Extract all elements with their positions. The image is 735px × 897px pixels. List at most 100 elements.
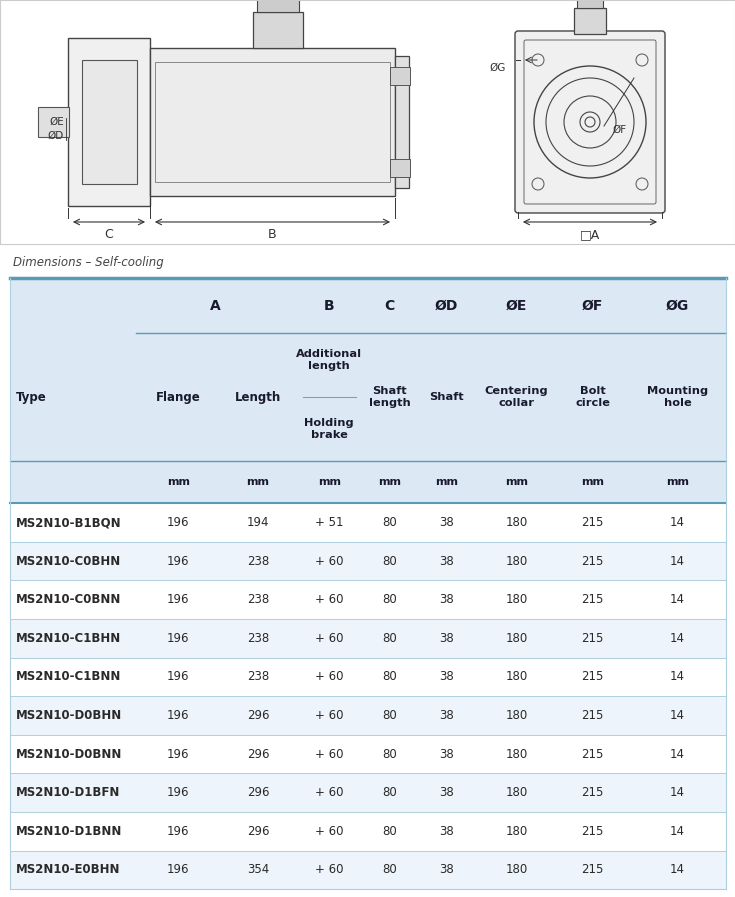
Bar bbox=[68, 38, 150, 206]
Text: 180: 180 bbox=[505, 631, 528, 645]
Bar bbox=[10, 850, 726, 889]
Circle shape bbox=[636, 54, 648, 66]
Text: ØG: ØG bbox=[490, 63, 506, 73]
Text: 196: 196 bbox=[167, 747, 190, 761]
Text: 80: 80 bbox=[382, 824, 397, 838]
Text: B: B bbox=[324, 299, 334, 313]
Bar bbox=[395, 56, 409, 188]
Text: 38: 38 bbox=[439, 747, 453, 761]
Text: B: B bbox=[268, 229, 277, 241]
Text: 38: 38 bbox=[439, 786, 453, 799]
Text: + 60: + 60 bbox=[315, 593, 343, 606]
Text: + 60: + 60 bbox=[315, 554, 343, 568]
Text: Holding
brake: Holding brake bbox=[304, 418, 354, 440]
Circle shape bbox=[532, 178, 544, 190]
Text: 80: 80 bbox=[382, 747, 397, 761]
Text: 80: 80 bbox=[382, 709, 397, 722]
Text: MS2N10-D0BHN: MS2N10-D0BHN bbox=[16, 709, 123, 722]
Text: ØD: ØD bbox=[48, 131, 64, 141]
Bar bbox=[253, 12, 303, 48]
Text: + 60: + 60 bbox=[315, 786, 343, 799]
Text: 80: 80 bbox=[382, 631, 397, 645]
Text: 38: 38 bbox=[439, 631, 453, 645]
Bar bbox=[10, 658, 726, 696]
Text: 296: 296 bbox=[247, 747, 269, 761]
Text: + 60: + 60 bbox=[315, 670, 343, 684]
Text: 215: 215 bbox=[581, 786, 604, 799]
Text: 215: 215 bbox=[581, 554, 604, 568]
Text: 238: 238 bbox=[247, 670, 269, 684]
Text: + 60: + 60 bbox=[315, 747, 343, 761]
Text: 14: 14 bbox=[670, 824, 685, 838]
Text: 296: 296 bbox=[247, 824, 269, 838]
Text: 14: 14 bbox=[670, 864, 685, 876]
Text: mm: mm bbox=[666, 477, 689, 487]
Text: MS2N10-D1BFN: MS2N10-D1BFN bbox=[16, 786, 121, 799]
Text: MS2N10-D0BNN: MS2N10-D0BNN bbox=[16, 747, 123, 761]
Text: Length: Length bbox=[235, 390, 281, 404]
Text: 196: 196 bbox=[167, 593, 190, 606]
Text: mm: mm bbox=[246, 477, 270, 487]
Bar bbox=[10, 735, 726, 773]
Text: mm: mm bbox=[581, 477, 604, 487]
Text: + 60: + 60 bbox=[315, 864, 343, 876]
Text: + 60: + 60 bbox=[315, 631, 343, 645]
Text: 215: 215 bbox=[581, 631, 604, 645]
Bar bbox=[10, 278, 726, 503]
Text: 238: 238 bbox=[247, 554, 269, 568]
Text: 238: 238 bbox=[247, 593, 269, 606]
Text: ØE: ØE bbox=[506, 299, 527, 313]
Text: 38: 38 bbox=[439, 824, 453, 838]
Text: 238: 238 bbox=[247, 631, 269, 645]
Text: 80: 80 bbox=[382, 593, 397, 606]
Bar bbox=[82, 60, 137, 184]
Text: Shaft: Shaft bbox=[429, 392, 464, 402]
Text: 215: 215 bbox=[581, 864, 604, 876]
Text: 14: 14 bbox=[670, 786, 685, 799]
Text: + 60: + 60 bbox=[315, 709, 343, 722]
Text: 180: 180 bbox=[505, 747, 528, 761]
Text: Shaft
length: Shaft length bbox=[369, 386, 410, 408]
Text: 354: 354 bbox=[247, 864, 269, 876]
Text: 80: 80 bbox=[382, 516, 397, 529]
Text: ØD: ØD bbox=[434, 299, 458, 313]
Bar bbox=[390, 159, 410, 177]
Text: mm: mm bbox=[434, 477, 458, 487]
Text: 215: 215 bbox=[581, 747, 604, 761]
FancyBboxPatch shape bbox=[524, 40, 656, 204]
Text: MS2N10-D1BNN: MS2N10-D1BNN bbox=[16, 824, 123, 838]
Bar bbox=[155, 62, 390, 182]
Text: 180: 180 bbox=[505, 516, 528, 529]
Text: MS2N10-C1BNN: MS2N10-C1BNN bbox=[16, 670, 121, 684]
Text: 38: 38 bbox=[439, 709, 453, 722]
Text: mm: mm bbox=[505, 477, 528, 487]
Text: ØF: ØF bbox=[582, 299, 603, 313]
Text: A: A bbox=[210, 299, 221, 313]
Text: 180: 180 bbox=[505, 824, 528, 838]
Text: C: C bbox=[384, 299, 395, 313]
Text: 180: 180 bbox=[505, 670, 528, 684]
Text: 196: 196 bbox=[167, 786, 190, 799]
Text: + 51: + 51 bbox=[315, 516, 343, 529]
Text: 38: 38 bbox=[439, 516, 453, 529]
Text: 180: 180 bbox=[505, 593, 528, 606]
Text: MS2N10-C0BHN: MS2N10-C0BHN bbox=[16, 554, 121, 568]
Text: 180: 180 bbox=[505, 864, 528, 876]
Circle shape bbox=[532, 54, 544, 66]
Text: 196: 196 bbox=[167, 516, 190, 529]
Text: 38: 38 bbox=[439, 554, 453, 568]
Text: ØF: ØF bbox=[612, 125, 626, 135]
Text: 194: 194 bbox=[247, 516, 269, 529]
Bar bbox=[577, 0, 603, 8]
Text: 80: 80 bbox=[382, 864, 397, 876]
Text: 14: 14 bbox=[670, 670, 685, 684]
Bar bbox=[150, 48, 395, 196]
Text: C: C bbox=[104, 229, 113, 241]
Text: Centering
collar: Centering collar bbox=[484, 386, 548, 408]
Text: 296: 296 bbox=[247, 786, 269, 799]
Text: 14: 14 bbox=[670, 516, 685, 529]
Text: 14: 14 bbox=[670, 593, 685, 606]
Text: MS2N10-B1BQN: MS2N10-B1BQN bbox=[16, 516, 122, 529]
Text: 38: 38 bbox=[439, 670, 453, 684]
Bar bbox=[10, 812, 726, 850]
